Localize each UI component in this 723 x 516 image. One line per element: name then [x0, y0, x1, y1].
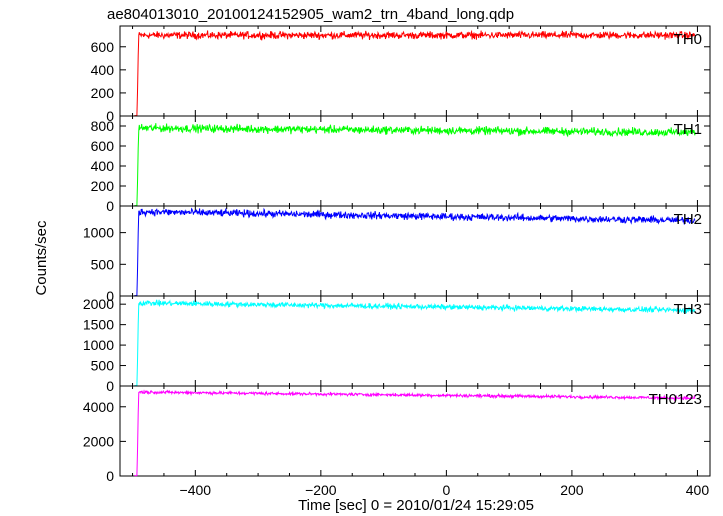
- y-tick-label: 0: [106, 108, 114, 124]
- y-tick-label: 1000: [83, 225, 114, 241]
- series-line-th0: [134, 29, 696, 117]
- x-tick-label: 0: [442, 482, 450, 498]
- y-tick-label: 500: [91, 256, 115, 272]
- series-label: TH1: [674, 121, 702, 138]
- y-tick-label: 400: [91, 62, 115, 78]
- series-line-th3: [134, 299, 696, 387]
- y-tick-label: 500: [91, 358, 115, 374]
- panel-th1: 0 200 400 600 800 TH1: [91, 115, 711, 214]
- x-axis-label: Time [sec] 0 = 2010/01/24 15:29:05: [298, 497, 534, 514]
- y-axis-label: Counts/sec: [33, 220, 50, 296]
- y-tick-label: 0: [106, 288, 114, 304]
- series-line-th1: [134, 123, 696, 207]
- y-tick-label: 600: [91, 138, 115, 154]
- x-axis: −400 −200 0 200 400: [180, 482, 710, 498]
- panel-th0123: 0 2000 4000 TH0123: [83, 385, 711, 484]
- panel-th2: 0 500 1000 TH2: [83, 205, 711, 304]
- y-tick-label: 4000: [83, 399, 114, 415]
- series-line-th2: [134, 207, 696, 297]
- y-tick-label: 2000: [83, 296, 114, 312]
- x-tick-label: 200: [560, 482, 584, 498]
- y-tick-label: 200: [91, 178, 115, 194]
- y-tick-label: 2000: [83, 433, 114, 449]
- series-label: TH0: [674, 31, 702, 48]
- y-tick-label: 400: [91, 158, 115, 174]
- y-tick-label: 0: [106, 198, 114, 214]
- y-tick-label: 1500: [83, 317, 114, 333]
- y-tick-label: 600: [91, 39, 115, 55]
- panel-frame: [119, 385, 711, 477]
- y-tick-label: 0: [106, 378, 114, 394]
- y-tick-label: 800: [91, 118, 115, 134]
- x-tick-label: 400: [686, 482, 710, 498]
- series-line-th0123: [134, 389, 696, 477]
- y-tick-label: 0: [106, 468, 114, 484]
- series-label: TH0123: [649, 391, 702, 408]
- chart-panels: 0 200 400 600 TH0 0 200 400 600 800 TH1 0 500 1000 TH2…: [83, 25, 711, 484]
- y-tick-label: 200: [91, 85, 115, 101]
- x-tick-label: −400: [180, 482, 212, 498]
- panel-th3: 0 500 1000 1500 2000 TH3: [83, 295, 711, 394]
- panel-th0: 0 200 400 600 TH0: [91, 25, 711, 124]
- series-label: TH3: [674, 301, 702, 318]
- series-label: TH2: [674, 211, 702, 228]
- x-tick-label: −200: [305, 482, 337, 498]
- y-tick-label: 1000: [83, 337, 114, 353]
- chart-title: ae804013010_20100124152905_wam2_trn_4ban…: [107, 6, 514, 23]
